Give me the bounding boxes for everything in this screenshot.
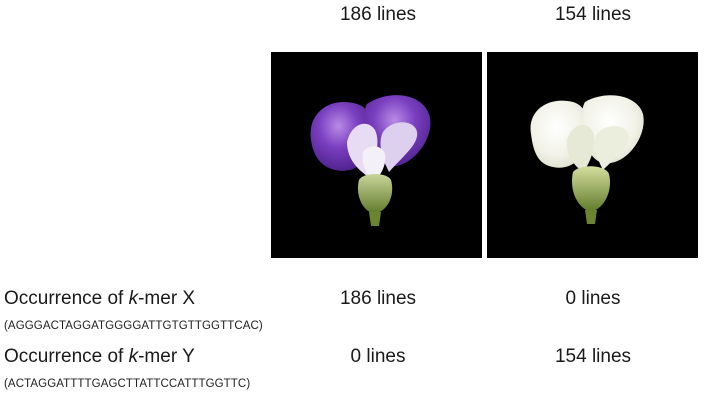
column-header-purple: 186 lines	[339, 4, 417, 25]
white-flower-image	[487, 52, 698, 258]
value-kmer-x-purple: 186 lines	[339, 288, 417, 309]
value-kmer-y-purple: 0 lines	[350, 346, 406, 367]
row-label-italic: k	[128, 288, 139, 309]
value-kmer-x-white: 0 lines	[565, 288, 621, 309]
sequence-kmer-x: (AGGGACTAGGATGGGGATTGTGTTGGTTCAC)	[4, 320, 263, 332]
purple-flower-image	[271, 52, 482, 258]
row-label-italic: k	[128, 346, 139, 367]
row-label-suffix: -mer X	[138, 288, 196, 309]
row-label-suffix: -mer Y	[138, 346, 195, 367]
sequence-kmer-y: (ACTAGGATTTTGAGCTTATTCCATTTGGTTC)	[4, 378, 251, 390]
row-label-prefix: Occurrence of	[4, 288, 129, 309]
value-kmer-y-white: 154 lines	[554, 346, 632, 367]
row-label-prefix: Occurrence of	[4, 346, 129, 367]
column-header-white: 154 lines	[554, 4, 632, 25]
row-label-kmer-y: Occurrence of k-mer Y	[4, 346, 195, 368]
row-label-kmer-x: Occurrence of k-mer X	[4, 288, 195, 310]
